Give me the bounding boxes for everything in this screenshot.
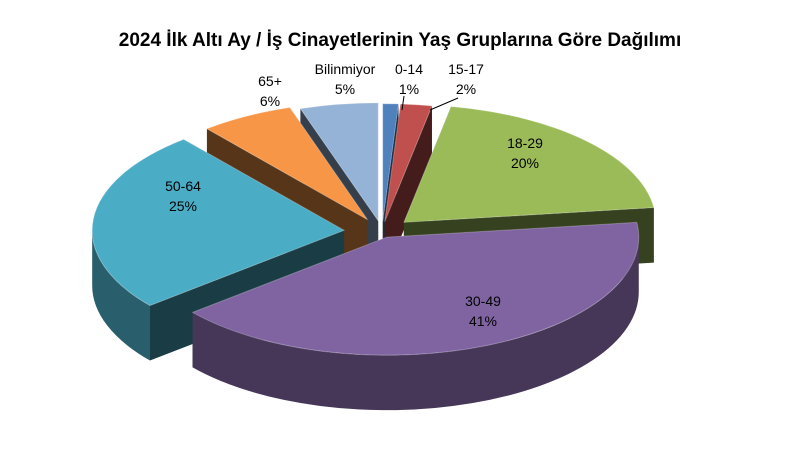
slice-value-label: 41%: [469, 313, 497, 329]
leader-line-0-14: [401, 95, 405, 111]
slice-category-label: Bilinmiyor: [315, 61, 376, 77]
pie-slice-15-17-wall-1: [384, 105, 432, 277]
pie-slice-50-64: [91, 138, 346, 307]
pie-slice-30-49-rim: [192, 237, 639, 411]
slice-category-label: 65+: [258, 73, 282, 89]
slice-category-label: 18-29: [507, 135, 543, 151]
slice-value-label: 5%: [335, 81, 355, 97]
leader-line-15-17: [429, 97, 459, 111]
slice-value-label: 2%: [456, 81, 476, 97]
slice-value-label: 1%: [399, 81, 419, 97]
slice-category-label: 0-14: [395, 61, 423, 77]
pie-slice-15-17: [384, 103, 433, 222]
slice-value-label: 20%: [511, 155, 539, 171]
pie-slice-18-29: [403, 105, 655, 223]
pie-slice-50-64-rim: [92, 230, 150, 361]
slice-value-label: 25%: [169, 198, 197, 214]
slice-value-label: 6%: [260, 93, 280, 109]
pie-slice-65-: [205, 106, 368, 221]
pie-slice-30-49: [191, 221, 640, 356]
slice-category-label: 50-64: [165, 178, 201, 194]
pie-slice-0-14: [382, 103, 400, 222]
chart-title: 2024 İlk Altı Ay / İş Cinayetlerinin Yaş…: [118, 30, 682, 51]
pie-slice-bilinmiyor: [299, 102, 379, 223]
slice-category-label: 30-49: [465, 293, 501, 309]
slice-category-label: 15-17: [448, 61, 484, 77]
